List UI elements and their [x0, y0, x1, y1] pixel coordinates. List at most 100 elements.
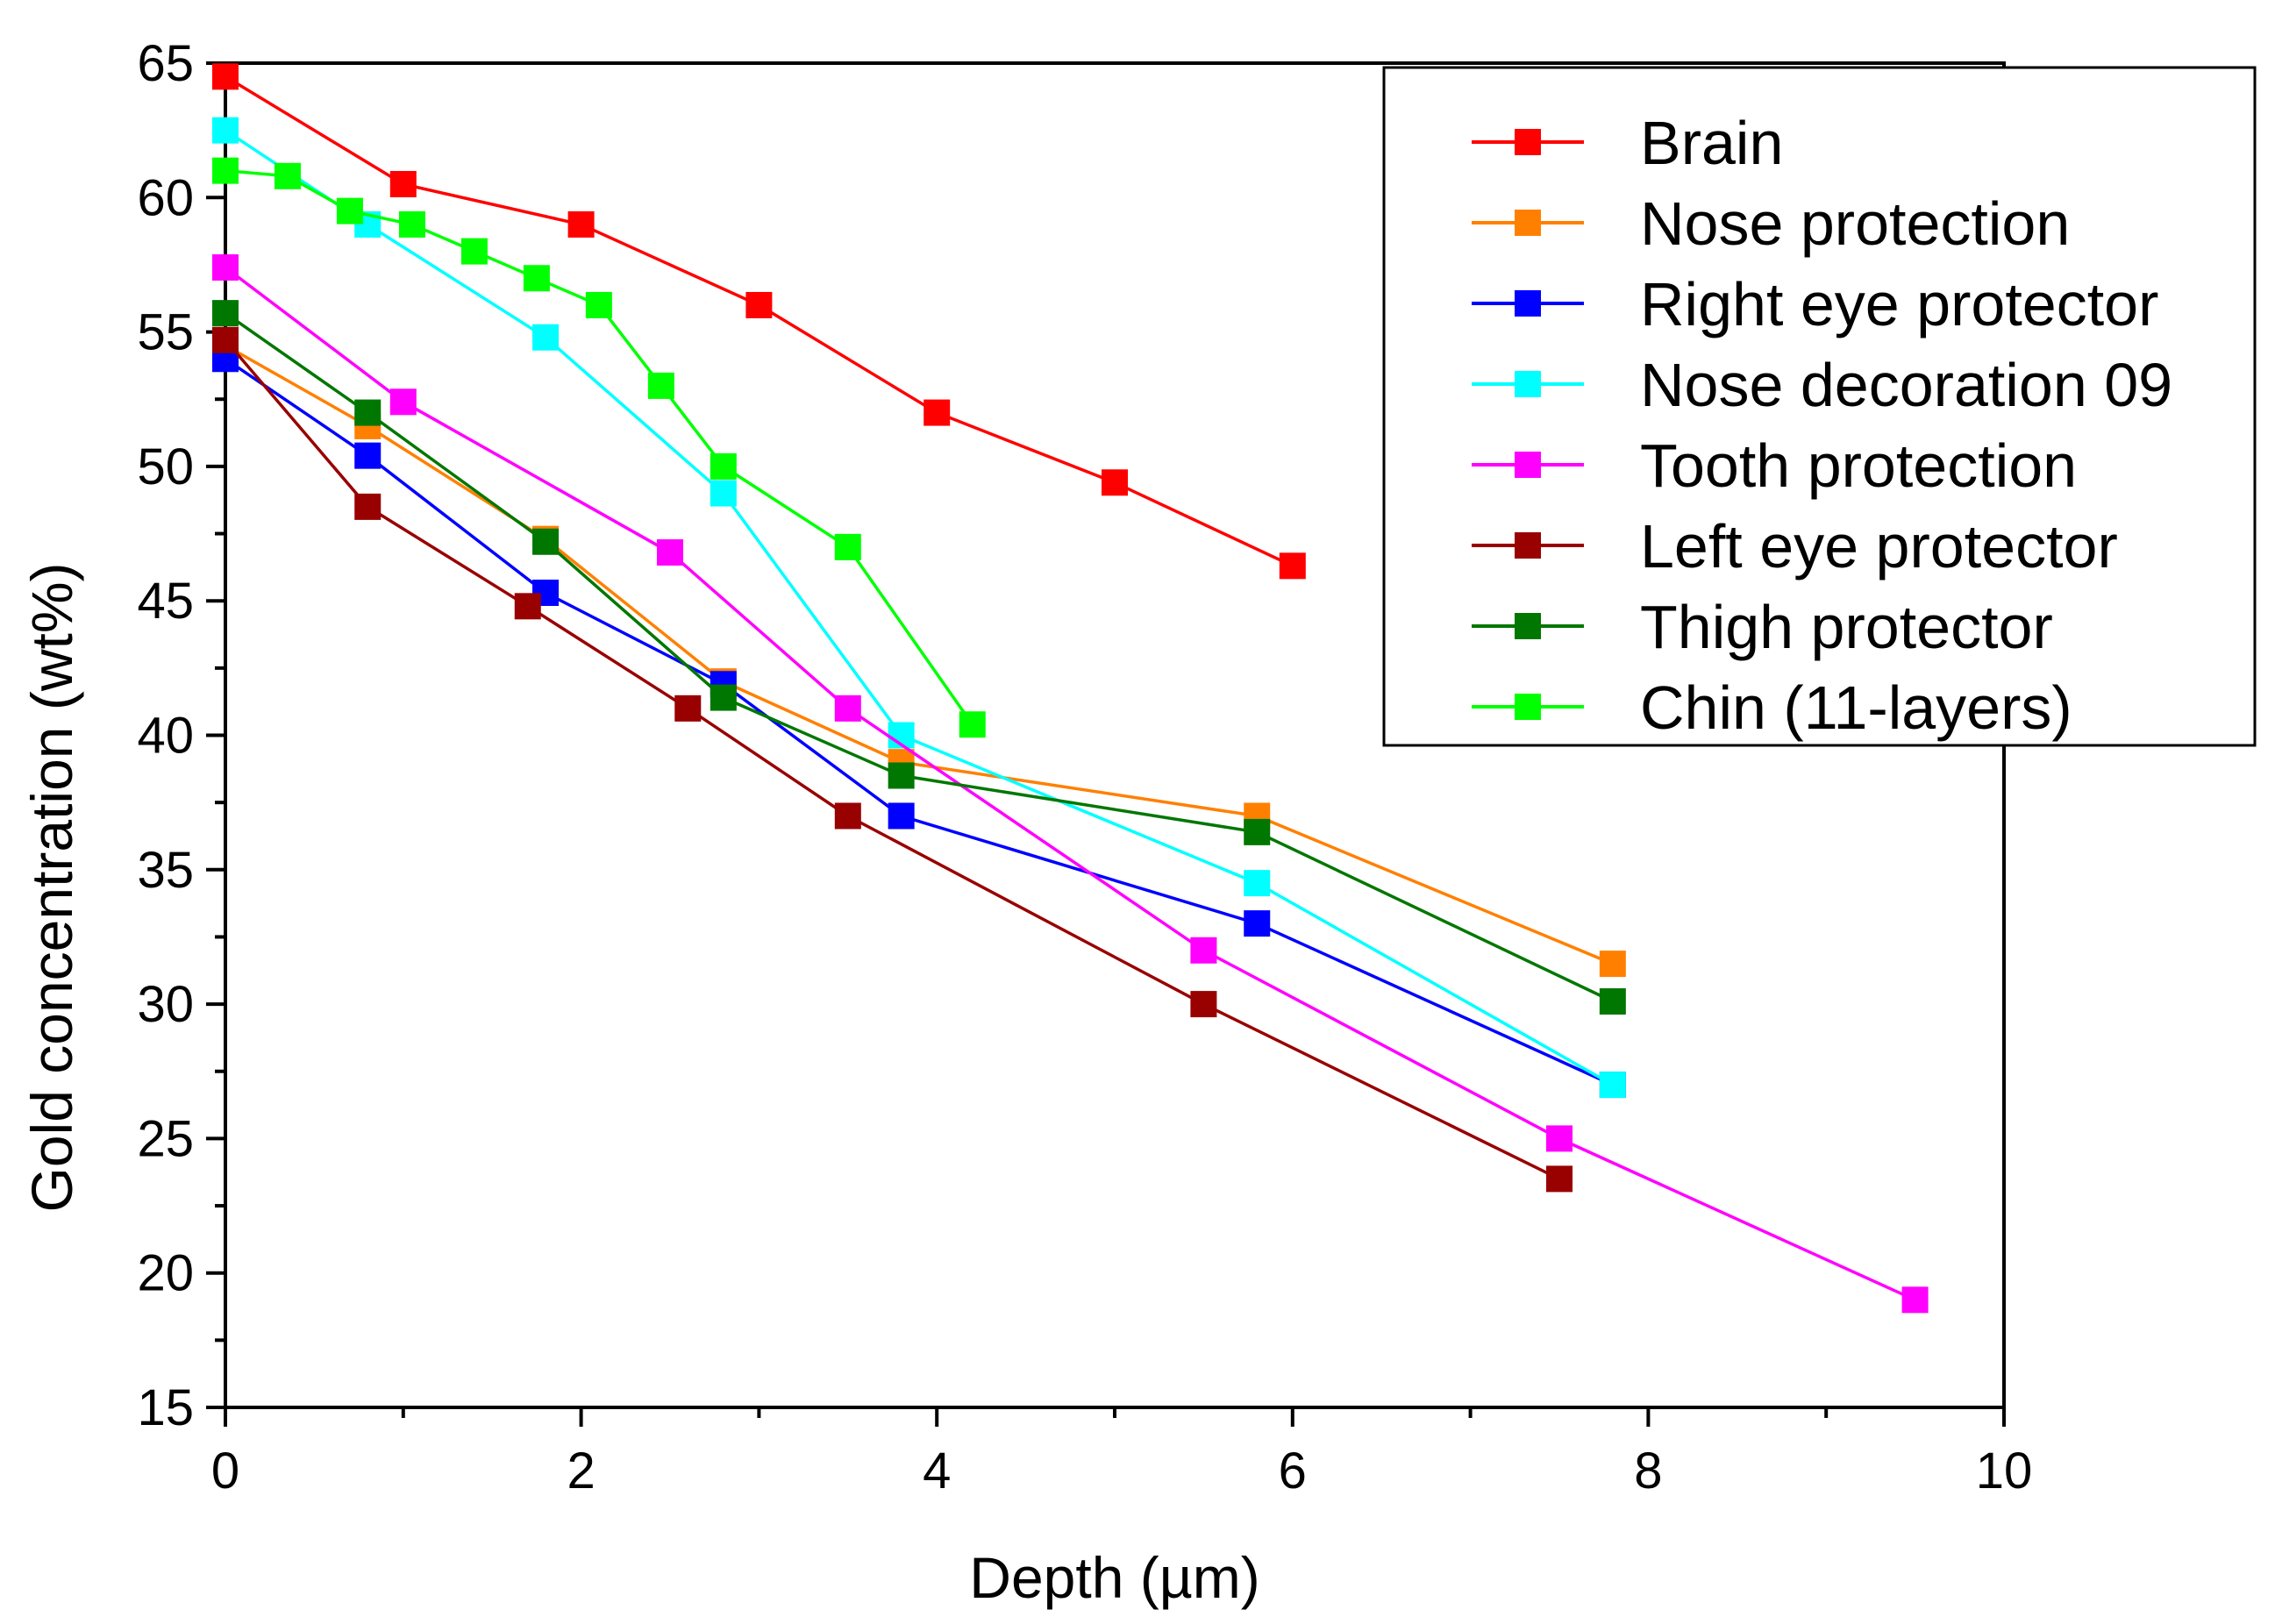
- y-tick-label: 55: [137, 304, 194, 361]
- data-point: [336, 197, 363, 224]
- legend-marker: [1515, 210, 1541, 236]
- legend-label: Thigh protector: [1640, 593, 2053, 661]
- y-tick-label: 60: [137, 169, 194, 226]
- data-point: [710, 452, 737, 480]
- data-point: [1279, 552, 1306, 580]
- legend-marker: [1515, 290, 1541, 317]
- legend-label: Nose protection: [1640, 189, 2070, 258]
- series-brain: [212, 63, 1306, 580]
- data-point: [657, 539, 683, 566]
- legend-item-thigh-protector: Thigh protector: [1472, 593, 2053, 661]
- data-point: [389, 388, 417, 416]
- x-axis-title: Depth (µm): [969, 1545, 1259, 1610]
- data-point: [1244, 818, 1271, 845]
- data-point: [647, 372, 674, 399]
- legend-marker: [1515, 371, 1541, 397]
- x-tick-label: 0: [211, 1442, 239, 1499]
- y-tick-label: 40: [137, 708, 194, 765]
- y-tick-label: 35: [137, 842, 194, 899]
- legend-item-left-eye-protector: Left eye protector: [1472, 512, 2118, 581]
- legend-label: Left eye protector: [1640, 512, 2118, 581]
- data-point: [585, 291, 612, 318]
- data-point: [959, 711, 986, 738]
- data-point: [212, 254, 239, 281]
- x-tick-label: 2: [567, 1442, 595, 1499]
- axes: 0 2 4 6 8 10 15 20 25 30 35 40 45 50 55 60 65: [137, 35, 2032, 1499]
- legend-marker: [1515, 452, 1541, 478]
- data-point: [532, 528, 560, 555]
- x-tick-label: 8: [1634, 1442, 1662, 1499]
- data-point: [1546, 1165, 1573, 1193]
- data-point: [834, 802, 861, 830]
- legend-label: Right eye protector: [1640, 270, 2158, 338]
- data-point: [354, 493, 382, 520]
- series-layer: [212, 63, 1929, 1314]
- y-tick-label: 30: [137, 976, 194, 1033]
- data-point: [674, 694, 702, 722]
- legend-item-chin-11-layers: Chin (11-layers): [1472, 673, 2072, 742]
- series-chin-11-layers: [212, 157, 986, 738]
- y-tick-label: 25: [137, 1110, 194, 1167]
- data-point: [888, 762, 915, 789]
- legend-item-nose-protection: Nose protection: [1472, 189, 2070, 258]
- x-tick-label: 10: [1976, 1442, 2033, 1499]
- data-point: [212, 326, 239, 353]
- data-point: [1102, 469, 1128, 496]
- data-point: [924, 399, 951, 426]
- y-tick-label: 65: [137, 35, 194, 92]
- data-point: [710, 684, 737, 711]
- data-point: [1599, 988, 1626, 1015]
- data-point: [354, 442, 382, 469]
- series-nose-decoration-09: [212, 117, 1626, 1099]
- legend-item-right-eye-protector: Right eye protector: [1472, 270, 2158, 338]
- series-thigh-protector: [212, 300, 1626, 1015]
- legend: Brain Nose protection Right eye protector N…: [1382, 66, 2257, 747]
- data-point: [710, 480, 737, 507]
- data-point: [398, 210, 425, 238]
- y-tick-label: 45: [137, 573, 194, 630]
- data-point: [274, 162, 301, 189]
- legend-marker: [1515, 694, 1541, 720]
- data-point: [567, 210, 595, 238]
- data-point: [888, 802, 915, 830]
- data-point: [834, 533, 861, 560]
- data-point: [1901, 1286, 1929, 1314]
- x-tick-label: 6: [1279, 1442, 1307, 1499]
- series-tooth-protection: [212, 254, 1929, 1314]
- legend-marker: [1515, 532, 1541, 559]
- data-point: [389, 170, 417, 197]
- data-point: [1599, 1072, 1626, 1099]
- data-point: [212, 63, 239, 90]
- legend-label: Chin (11-layers): [1640, 673, 2072, 742]
- y-tick-label: 20: [137, 1245, 194, 1302]
- legend-label: Tooth protection: [1640, 431, 2077, 500]
- legend-item-nose-decoration-09: Nose decoration 09: [1472, 351, 2172, 419]
- series-left-eye-protector: [212, 326, 1573, 1193]
- data-point: [1599, 951, 1626, 978]
- y-tick-label: 50: [137, 438, 194, 495]
- data-point: [212, 157, 239, 184]
- data-point: [1190, 991, 1217, 1018]
- legend-marker: [1515, 613, 1541, 639]
- data-point: [1190, 937, 1217, 964]
- x-tick-label: 4: [923, 1442, 951, 1499]
- data-point: [1244, 870, 1271, 897]
- data-point: [212, 117, 239, 144]
- legend-item-tooth-protection: Tooth protection: [1472, 431, 2077, 500]
- legend-label: Brain: [1640, 109, 1783, 177]
- data-point: [514, 593, 541, 620]
- data-point: [212, 300, 239, 327]
- legend-label: Nose decoration 09: [1640, 351, 2172, 419]
- legend-marker: [1515, 129, 1541, 155]
- data-point: [523, 265, 550, 292]
- data-point: [745, 291, 773, 318]
- data-point: [354, 399, 382, 426]
- data-point: [532, 324, 560, 351]
- data-point: [1244, 910, 1271, 937]
- y-tick-label: 15: [137, 1379, 194, 1436]
- legend-item-brain: Brain: [1472, 109, 1783, 177]
- data-point: [460, 238, 488, 265]
- data-point: [1546, 1125, 1573, 1152]
- data-point: [834, 694, 861, 722]
